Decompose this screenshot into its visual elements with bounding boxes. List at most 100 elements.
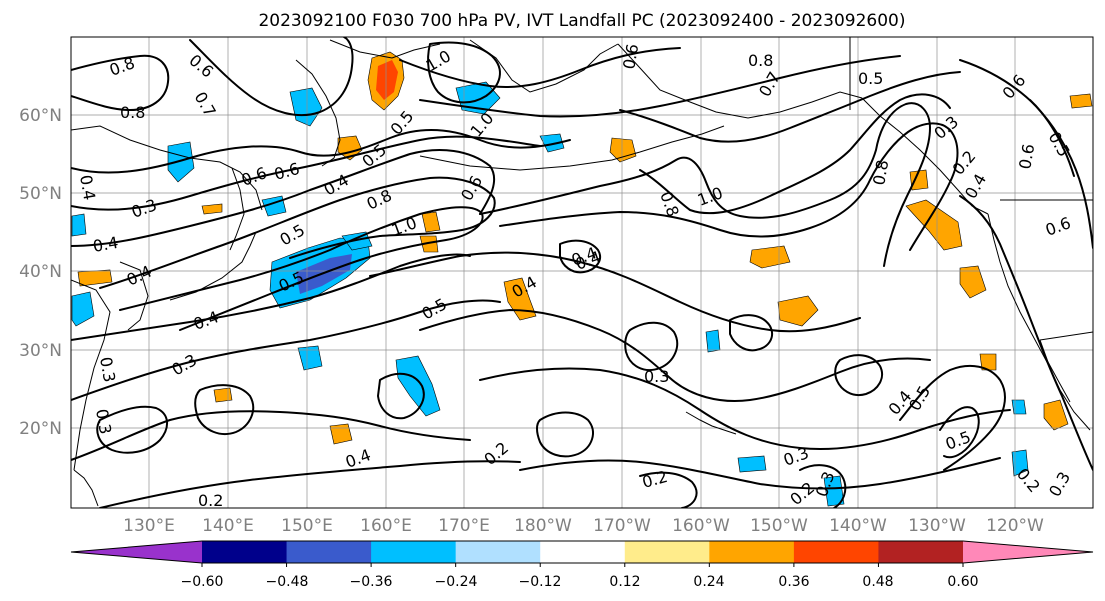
- contour-label: 0.4: [91, 233, 119, 256]
- contour-label: 0.3: [96, 355, 119, 383]
- contour-label: 0.6: [619, 42, 642, 70]
- coastline-philippines: [73, 469, 99, 507]
- contour-label: 0.3: [644, 367, 669, 386]
- coastline-chukotka: [329, 39, 441, 59]
- colorbar-tick-label: 0.60: [947, 574, 978, 590]
- latitude-axis: 60°N 50°N 40°N 30°N 20°N: [19, 106, 62, 439]
- lon-label: 120°W: [986, 516, 1044, 536]
- colorbar-extend-max: [963, 541, 1093, 563]
- coastlines: [71, 37, 1093, 507]
- contour-label: 0.2: [198, 491, 223, 510]
- lat-label: 20°N: [19, 419, 62, 439]
- colorbar-segment: [878, 541, 964, 563]
- contour-line: [899, 364, 1006, 471]
- shade-negative: [1011, 399, 1027, 415]
- contour-line: [419, 55, 901, 118]
- lon-label: 170°W: [593, 516, 651, 536]
- lat-label: 40°N: [19, 262, 62, 282]
- shade-negative: [341, 231, 373, 251]
- contour-line: [624, 321, 679, 371]
- colorbar-tick-label: 0.48: [862, 574, 893, 590]
- coastline-alaska-south: [617, 43, 863, 119]
- contour-line: [189, 37, 354, 117]
- contour-line: [499, 122, 959, 251]
- contour-line: [377, 372, 425, 420]
- contour-label: 0.8: [869, 158, 892, 186]
- figure-title: 2023092100 F030 700 hPa PV, IVT Landfall…: [258, 11, 905, 31]
- contour-line: [427, 41, 501, 104]
- contour-label: 0.4: [76, 173, 99, 201]
- contour-line: [99, 176, 496, 289]
- contour-line: [71, 410, 471, 461]
- colorbar: −0.60 −0.48 −0.36 −0.24 −0.12 0.12 0.24 …: [70, 540, 1094, 590]
- shade-positive: [213, 387, 233, 403]
- colorbar-segment: [793, 541, 879, 563]
- coastline-china: [71, 279, 111, 471]
- coastline-aleutians: [419, 125, 725, 171]
- lon-label: 130°E: [123, 516, 175, 536]
- colorbar-segment: [709, 541, 795, 563]
- colorbar-segment: [540, 541, 626, 563]
- contour-line: [479, 102, 931, 267]
- shade-positive: [909, 169, 929, 191]
- colorbar-segment: [371, 541, 457, 563]
- lat-label: 60°N: [19, 106, 62, 126]
- shade-negative: [395, 355, 441, 417]
- contour-line: [536, 411, 594, 458]
- colorbar-segment: [202, 541, 288, 563]
- shade-positive: [609, 137, 637, 163]
- coastline-north-america: [987, 213, 1091, 431]
- colorbar-tick-label: 0.12: [609, 574, 640, 590]
- shade-positive: [376, 60, 398, 100]
- contour-line: [419, 309, 931, 402]
- contour-line: [939, 406, 980, 459]
- contour-line: [519, 457, 1001, 490]
- coastline-hawaii: [685, 411, 737, 435]
- contour-line: [619, 71, 961, 143]
- shade-positive: [777, 295, 819, 327]
- shade-positive: [1069, 93, 1093, 109]
- contour-label: 0.8: [748, 51, 773, 70]
- contour-line: [71, 299, 501, 401]
- colorbar-extend-min: [71, 541, 202, 563]
- colorbar-segment: [624, 541, 710, 563]
- shade-positive: [421, 211, 441, 233]
- lat-label: 50°N: [19, 184, 62, 204]
- colorbar-tick-label: 0.24: [693, 574, 724, 590]
- shade-negative: [71, 291, 95, 327]
- contour-line: [71, 149, 496, 247]
- contour-line: [959, 195, 1093, 471]
- longitude-axis: 130°E 140°E 150°E 160°E 170°E 180°W 170°…: [123, 516, 1044, 536]
- shade-negative: [1011, 449, 1029, 477]
- lon-label: 160°W: [672, 516, 730, 536]
- coastline-alaska-west: [469, 39, 619, 93]
- shade-positive: [1043, 399, 1069, 431]
- colorbar-tick-label: 0.36: [778, 574, 809, 590]
- colorbar-segment: [455, 541, 541, 563]
- colorbar-tick-label: −0.12: [519, 574, 562, 590]
- colorbar-segments: [70, 540, 1094, 564]
- contour-label: 0.5: [858, 69, 883, 88]
- colorbar-ticks: [201, 563, 964, 567]
- shade-negative: [823, 475, 845, 507]
- contour-label: 0.3: [92, 407, 115, 435]
- colorbar-tick-label: −0.36: [350, 574, 393, 590]
- shade-negative: [705, 329, 721, 353]
- lat-label: 30°N: [19, 341, 62, 361]
- shade-negative: [737, 455, 767, 473]
- contour-line: [71, 253, 471, 341]
- shade-negative: [167, 141, 195, 183]
- border-us-mexico: [1039, 331, 1093, 341]
- colorbar-tick-label: −0.60: [181, 574, 224, 590]
- coastline-korea: [119, 261, 149, 331]
- shade-positive: [979, 353, 997, 371]
- contour-line: [194, 384, 255, 436]
- lon-label: 140°E: [202, 516, 254, 536]
- lon-label: 160°E: [360, 516, 412, 536]
- shade-negative: [297, 345, 323, 371]
- contour-line: [99, 460, 521, 508]
- colorbar-tick-label: −0.48: [266, 574, 309, 590]
- coastline-japan: [169, 231, 257, 301]
- contour-line: [96, 405, 168, 454]
